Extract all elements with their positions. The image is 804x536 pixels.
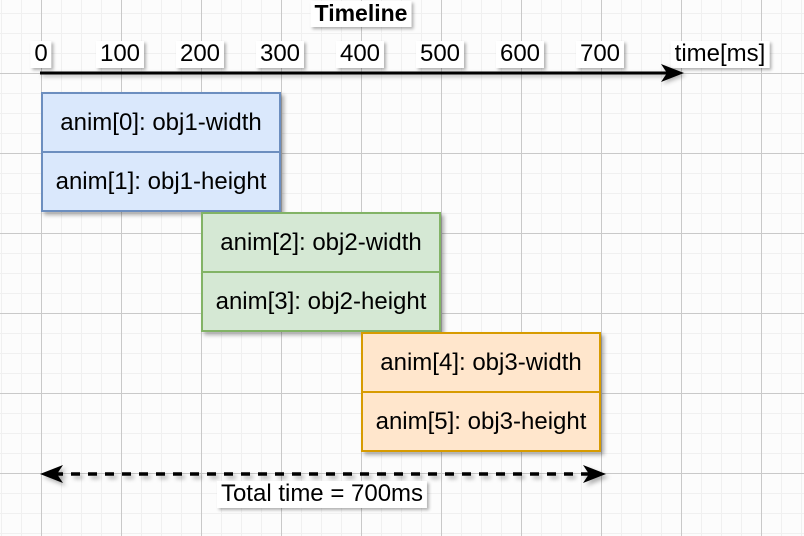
anim-bar-obj3-height: anim[5]: obj3-height <box>363 391 599 450</box>
axis-tick-label-0: 0 <box>30 40 52 68</box>
axis-tick-label-500: 500 <box>415 40 465 68</box>
anim-bar-obj1-width: anim[0]: obj1-width <box>60 108 262 136</box>
anim-bar-obj3-width: anim[4]: obj3-width <box>380 348 582 376</box>
arrowhead-right-icon <box>661 64 684 82</box>
arrowhead-left-icon <box>40 465 63 483</box>
axis-tick-label-400: 400 <box>335 40 385 68</box>
anim-bar-obj2-width: anim[2]: obj2-width <box>220 228 422 256</box>
diagram-title: Timeline <box>310 0 412 27</box>
anim-group-obj1: anim[0]: obj1-width anim[1]: obj1-height <box>41 92 281 212</box>
anim-group-obj3: anim[4]: obj3-width anim[5]: obj3-height <box>361 332 601 452</box>
axis-tick-label-700: 700 <box>575 40 625 68</box>
axis-tick-label-300: 300 <box>255 40 305 68</box>
total-time-label: Total time = 700ms <box>216 480 428 508</box>
axis-tick-label-200: 200 <box>175 40 225 68</box>
arrowhead-right-icon <box>583 465 606 483</box>
axis-unit-label: time[ms] <box>670 40 770 68</box>
anim-bar-obj1-height: anim[1]: obj1-height <box>43 151 279 210</box>
time-axis-arrow <box>40 64 684 82</box>
anim-group-obj2: anim[2]: obj2-width anim[3]: obj2-height <box>201 212 441 332</box>
total-time-arrow <box>40 465 606 483</box>
anim-bar-obj2-height: anim[3]: obj2-height <box>203 271 439 330</box>
axis-tick-label-100: 100 <box>95 40 145 68</box>
axis-tick-label-600: 600 <box>495 40 545 68</box>
